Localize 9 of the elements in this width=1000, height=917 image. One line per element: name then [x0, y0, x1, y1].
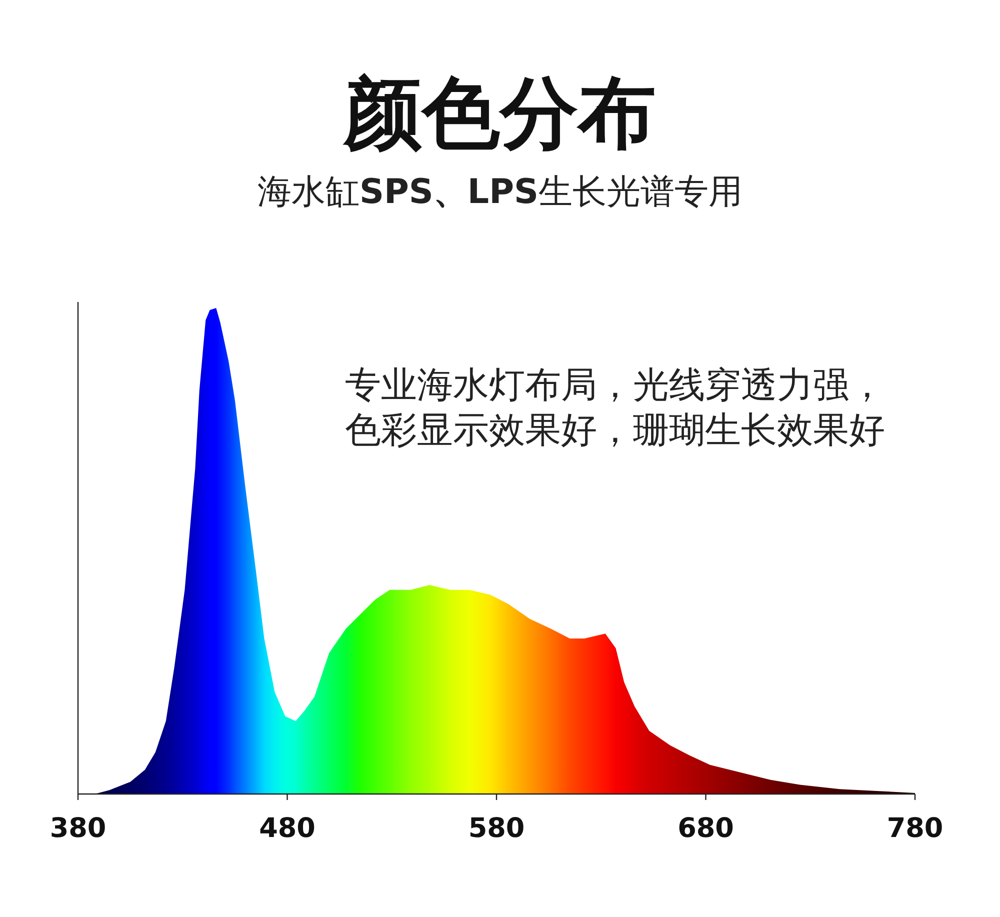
x-tick-label: 380: [50, 813, 106, 844]
x-tick-label: 480: [259, 813, 316, 844]
x-tick-label: 780: [886, 813, 944, 844]
annotation: 色彩显示效果好，珊瑚生长效果好: [345, 410, 885, 451]
chart-subtitle: 海水缸SPS、LPS生长光谱专用: [258, 172, 742, 212]
annotation: 专业海水灯布局，光线穿透力强，: [345, 365, 885, 406]
chart-title: 颜色分布: [342, 69, 656, 159]
x-tick-label: 580: [468, 813, 525, 844]
x-tick-label: 680: [678, 813, 734, 844]
